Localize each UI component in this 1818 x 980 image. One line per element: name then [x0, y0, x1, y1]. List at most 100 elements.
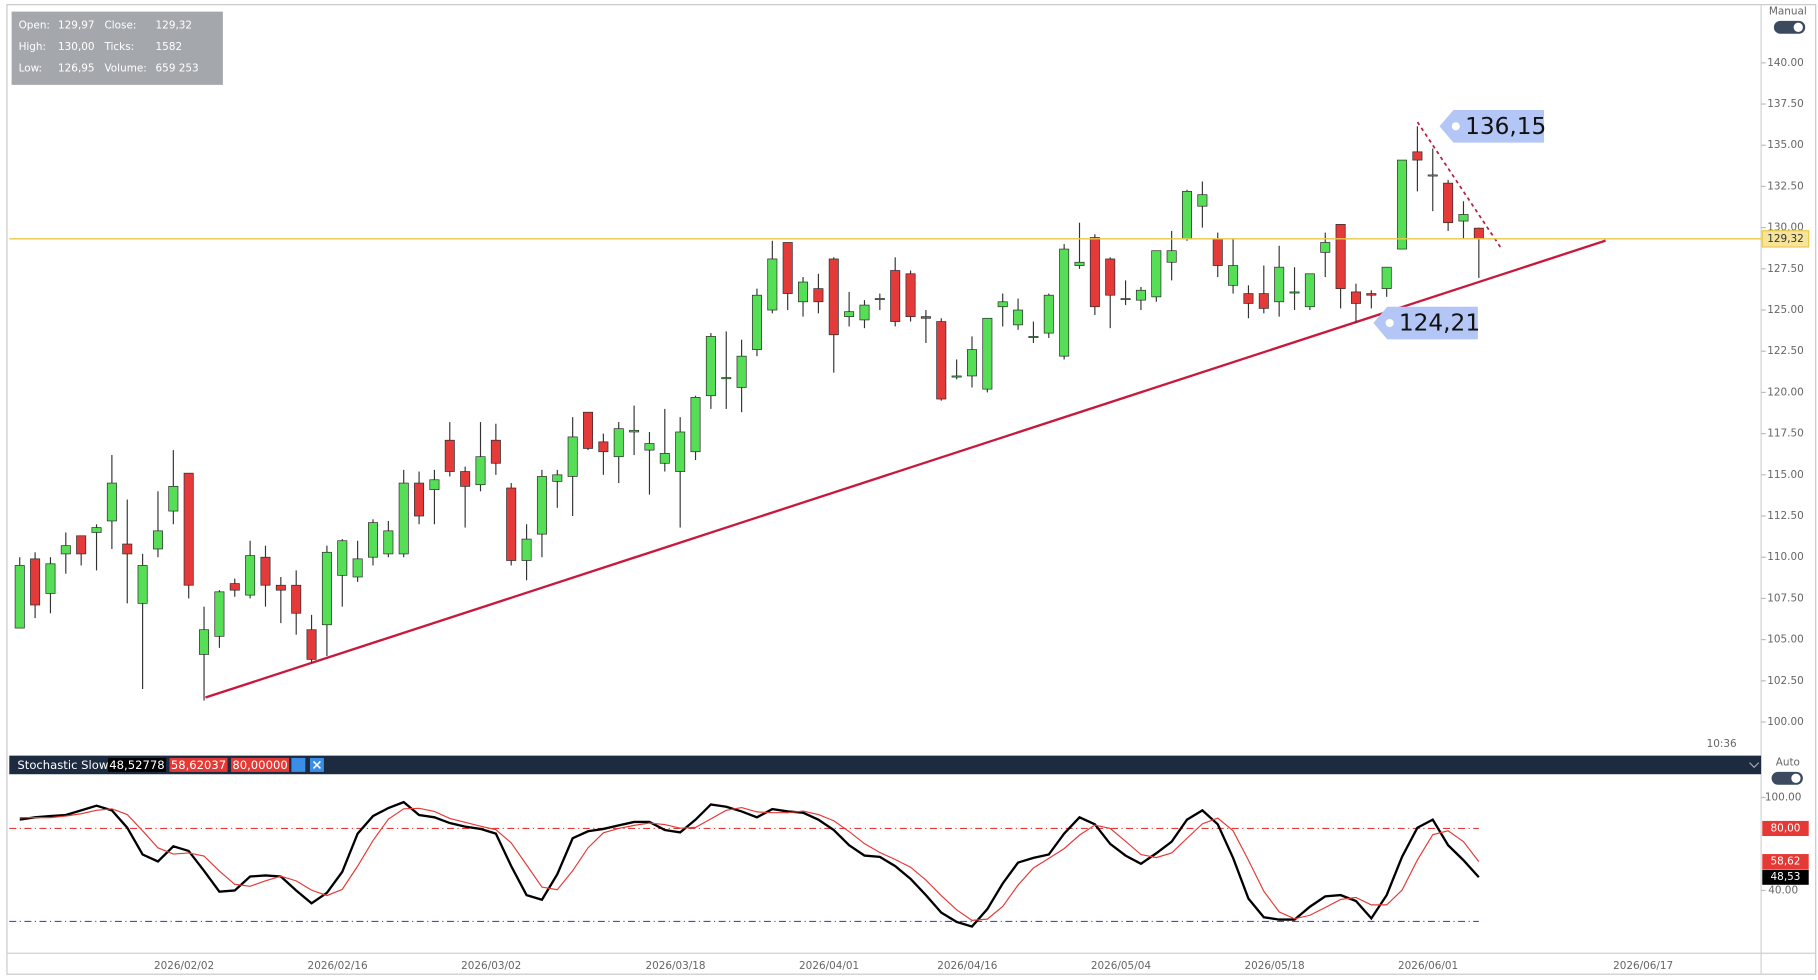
y-tick-label: 40.00: [1768, 884, 1798, 896]
x-tick-label: 2026/04/16: [937, 960, 997, 972]
candle-body: [567, 436, 578, 477]
candle-body: [951, 375, 962, 378]
candle-body: [1458, 214, 1469, 222]
candle-body: [1182, 191, 1193, 240]
candle-body: [659, 453, 670, 464]
indicator-header: [9, 755, 1762, 775]
header-value-box: [231, 757, 290, 772]
axis-tag-label: 80,00: [1771, 822, 1801, 834]
info-text: 659 253: [156, 63, 199, 75]
candle-body: [920, 316, 931, 319]
candle-body: [890, 270, 901, 322]
candle-body: [321, 551, 332, 626]
candle-body: [106, 482, 117, 522]
y-tick-label: 100.00: [1767, 716, 1804, 728]
info-text: Volume:: [104, 63, 146, 75]
candle-body: [1212, 238, 1223, 266]
x-tick-label: 2026/05/18: [1244, 960, 1304, 972]
candle-body: [1412, 151, 1423, 161]
candle-body: [1320, 242, 1331, 253]
settings-icon[interactable]: [291, 757, 306, 772]
y-tick-label: 117.50: [1767, 428, 1804, 440]
indicator-title: Stochastic Slow: [17, 758, 108, 772]
frame: [6, 4, 1817, 975]
candle-body: [613, 428, 624, 458]
info-text: 1582: [156, 41, 183, 53]
candle-body: [1151, 250, 1162, 298]
candle-body: [91, 527, 102, 533]
candle-body: [982, 317, 993, 390]
candle-body: [813, 288, 824, 303]
stochastic-line: [19, 806, 1480, 921]
candle-body: [444, 439, 455, 472]
candle-body: [1089, 237, 1100, 308]
header-value-box: [107, 757, 167, 772]
candle-body: [1335, 223, 1346, 289]
candle-body: [1289, 291, 1300, 294]
candle-body: [675, 431, 686, 472]
axis-tag: [1762, 820, 1809, 837]
x-tick-label: 2026/04/01: [799, 960, 859, 972]
mode-label: Auto: [1776, 757, 1800, 769]
candle-body: [598, 441, 609, 453]
y-tick-label: 100.00: [1765, 791, 1802, 803]
candle-body: [383, 530, 394, 555]
candle-body: [490, 439, 501, 464]
candle-body: [521, 538, 532, 561]
candle-body: [245, 555, 256, 596]
candle-body: [429, 479, 440, 491]
candle-body: [275, 584, 286, 591]
candle-body: [506, 487, 517, 561]
info-text: 129,97: [58, 20, 95, 32]
x-tick-label: 2026/06/17: [1613, 960, 1673, 972]
candle-body: [1274, 266, 1285, 303]
candle-body: [306, 629, 317, 660]
candle-body: [1304, 273, 1315, 308]
candle-body: [751, 294, 762, 350]
info-text: 129,32: [156, 20, 193, 32]
annotation-label: 136,15: [1465, 113, 1546, 140]
candle-body: [352, 558, 363, 578]
axis-tag: [1762, 869, 1809, 885]
annotation-box: [1373, 306, 1478, 340]
candle-body: [14, 565, 25, 629]
info-text: 126,95: [58, 63, 95, 75]
axis-tag-label: 58,62: [1771, 856, 1801, 868]
candle-body: [1059, 248, 1070, 357]
candle-body: [414, 482, 425, 517]
x-tick-label: 2026/03/02: [461, 960, 521, 972]
candle-body: [782, 242, 793, 294]
candle-body: [337, 540, 348, 576]
y-tick-label: 132.50: [1767, 180, 1804, 192]
candle-body: [45, 563, 56, 594]
mode-label: Manual: [1769, 6, 1807, 18]
candle-body: [644, 443, 655, 451]
y-tick-label: 115.00: [1767, 469, 1804, 481]
x-tick-label: 2026/03/18: [645, 960, 705, 972]
y-tick-label: 135.00: [1767, 139, 1804, 151]
x-tick-label: 2026/05/04: [1091, 960, 1151, 972]
candle-body: [690, 397, 701, 453]
candle-body: [536, 476, 547, 535]
info-text: Ticks:: [103, 41, 134, 53]
collapse-icon[interactable]: [1749, 762, 1760, 769]
y-tick-label: 140.00: [1767, 57, 1804, 69]
candle-body: [905, 273, 916, 317]
toggle-knob: [1791, 773, 1801, 783]
info-text: Close:: [104, 20, 136, 32]
trend-line-dashed: [1416, 121, 1503, 251]
y-tick-label: 127.50: [1767, 263, 1804, 275]
info-text: Low:: [19, 63, 42, 75]
candle-body: [1443, 182, 1454, 224]
candle-body: [214, 591, 225, 637]
x-tick-label: 2026/06/01: [1398, 960, 1458, 972]
candle-body: [1397, 159, 1408, 250]
candle-body: [1350, 291, 1361, 304]
candle-body: [705, 336, 716, 397]
candle-body: [1105, 258, 1116, 296]
y-tick-label: 107.50: [1767, 592, 1804, 604]
y-tick-label: 110.00: [1767, 551, 1804, 563]
candle-body: [583, 411, 594, 449]
axis-tag-label: 48,53: [1771, 871, 1801, 883]
